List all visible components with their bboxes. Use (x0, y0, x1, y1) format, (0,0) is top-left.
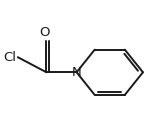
Text: Cl: Cl (3, 51, 16, 64)
Text: N: N (72, 66, 82, 79)
Text: O: O (40, 26, 50, 39)
